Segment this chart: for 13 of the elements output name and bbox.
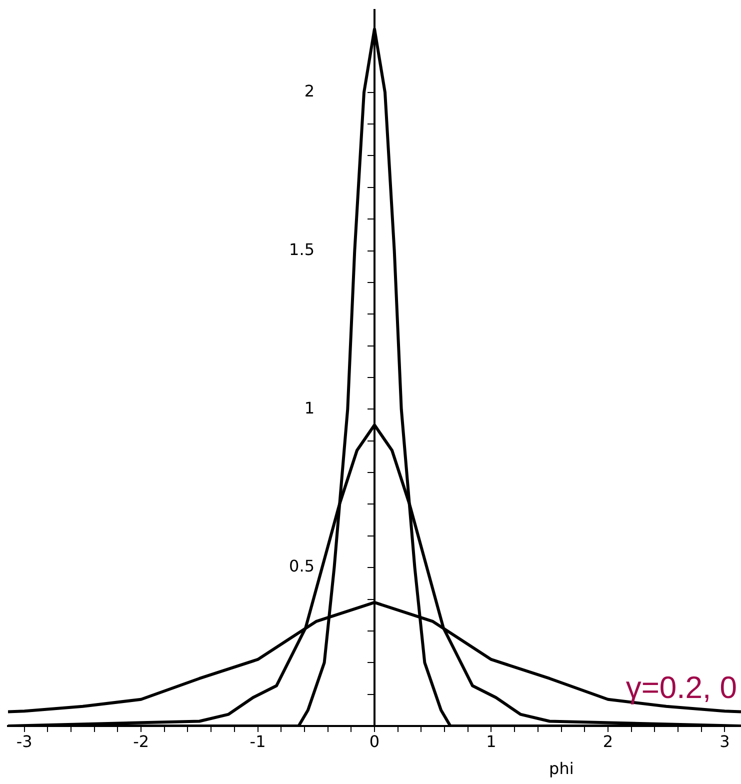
x-tick-label: 2 — [602, 732, 614, 752]
x-tick-label: -2 — [133, 732, 150, 752]
annotation: γ=0.2, 0 — [626, 670, 737, 705]
y-tick-label: 2 — [304, 82, 314, 101]
x-tick-label: 3 — [720, 732, 730, 752]
x-tick-label: -1 — [250, 732, 266, 752]
x-tick-label: 1 — [486, 732, 496, 752]
x-axis-title: phi — [549, 759, 574, 778]
y-tick-label: 1 — [304, 398, 314, 418]
x-tick-label: 0 — [369, 732, 380, 752]
x-tick-label: -3 — [16, 732, 32, 752]
y-tick-label: 1.5 — [289, 240, 314, 259]
y-tick-label: 0.5 — [289, 556, 314, 576]
